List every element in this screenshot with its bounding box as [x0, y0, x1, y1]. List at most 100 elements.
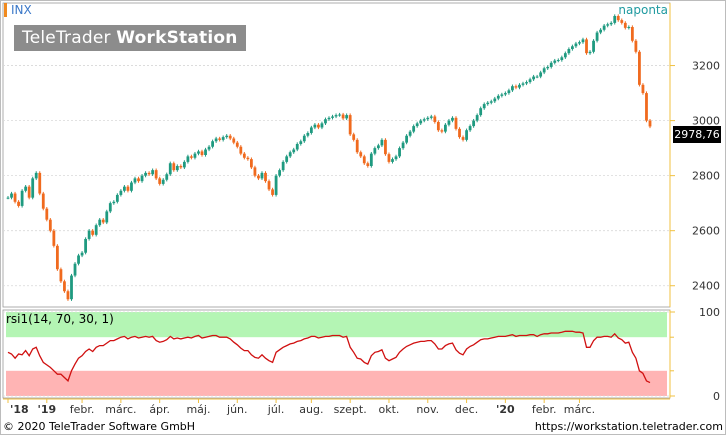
candle-body	[362, 156, 366, 164]
rsi-y-axis: 100 0	[670, 306, 720, 403]
candle-body	[320, 123, 324, 128]
candle-body	[299, 141, 303, 144]
source-url[interactable]: https://workstation.teletrader.com	[534, 420, 723, 433]
candle-body	[27, 186, 31, 198]
rsi-tick-label: 100	[699, 306, 720, 319]
candle-body	[401, 142, 405, 149]
candle-body	[249, 159, 253, 168]
candle-body	[80, 252, 84, 256]
candle-body	[327, 117, 331, 120]
candle-body	[405, 135, 409, 143]
price-tick-label: 3000	[692, 115, 720, 128]
candle-body	[514, 86, 518, 88]
candle-body	[253, 167, 257, 176]
rsi-tick-label: 0	[713, 390, 720, 403]
candle-body	[126, 186, 130, 191]
price-gridlines	[3, 65, 670, 287]
candle-body	[585, 39, 588, 54]
candle-body	[570, 46, 574, 50]
candle-body	[493, 98, 497, 102]
candle-body	[285, 156, 289, 162]
candle-body	[38, 172, 42, 194]
candle-body	[394, 156, 398, 160]
watermark-text: TeleTrader	[22, 28, 117, 48]
candle-body	[130, 182, 133, 191]
candle-body	[507, 90, 511, 94]
candle-body	[140, 175, 144, 182]
price-candles	[6, 14, 652, 301]
candle-body	[525, 82, 528, 84]
candle-body	[59, 269, 63, 282]
candle-body	[422, 119, 426, 121]
candle-body	[288, 152, 292, 157]
candle-body	[447, 120, 451, 125]
candle-body	[91, 230, 95, 235]
candle-body	[472, 120, 476, 127]
candle-body	[70, 275, 73, 300]
candle-body	[359, 152, 363, 157]
time-x-axis: '18 '19 febr. márc. ápr. máj. jún. júl. aug. szep…	[3, 398, 670, 416]
candle-body	[384, 139, 387, 155]
price-tick-label: 3200	[692, 60, 720, 73]
x-tick-label: dec.	[455, 403, 478, 416]
x-tick-label: aug.	[299, 403, 323, 416]
candle-body	[161, 179, 165, 184]
candle-body	[345, 115, 349, 119]
candle-body	[225, 135, 229, 138]
candle-body	[630, 27, 634, 41]
candle-body	[609, 22, 613, 25]
candle-body	[211, 141, 214, 147]
candle-body	[271, 189, 274, 195]
candle-body	[123, 186, 126, 191]
candle-body	[186, 156, 190, 162]
candle-body	[623, 22, 627, 28]
candle-body	[451, 117, 454, 121]
candle-body	[627, 27, 631, 29]
candle-body	[295, 143, 299, 150]
candle-body	[511, 86, 514, 91]
x-tick-label: márc.	[105, 403, 136, 416]
symbol-label[interactable]: INX	[4, 3, 32, 17]
candle-body	[105, 211, 109, 223]
candle-body	[175, 166, 179, 171]
candle-body	[94, 225, 98, 235]
candle-body	[6, 197, 10, 199]
candle-body	[218, 138, 222, 140]
candle-body	[376, 145, 380, 149]
candle-body	[52, 230, 56, 246]
rsi-plot[interactable]: 100 0	[2, 306, 720, 403]
candle-body	[454, 117, 458, 129]
oversold-zone	[6, 370, 667, 396]
candle-body	[98, 219, 102, 226]
x-tick-label: '20	[496, 403, 515, 416]
candle-body	[151, 170, 155, 175]
last-price-tag: 2978,76	[673, 126, 721, 143]
x-tick-label: '19	[37, 403, 56, 416]
candle-body	[468, 126, 472, 131]
candle-body	[461, 137, 465, 140]
candle-body	[486, 102, 490, 105]
candle-body	[638, 51, 641, 85]
candle-body	[556, 60, 560, 62]
candle-body	[324, 119, 327, 124]
rsi-line	[7, 330, 651, 384]
candle-body	[137, 178, 140, 182]
period-label[interactable]: naponta	[618, 3, 668, 17]
candle-body	[260, 172, 264, 179]
candle-body	[380, 139, 384, 146]
candle-body	[588, 51, 592, 54]
candle-body	[542, 68, 546, 73]
candle-body	[592, 40, 595, 52]
candle-body	[433, 116, 437, 122]
candle-body	[154, 170, 158, 179]
price-plot[interactable]: 3200 3000 2800 2600 2400	[2, 2, 720, 308]
x-tick-label: ápr.	[149, 403, 170, 416]
candle-body	[648, 120, 652, 127]
candle-body	[87, 230, 91, 239]
candle-body	[228, 135, 232, 139]
x-tick-label: okt.	[379, 403, 400, 416]
rsi-indicator-label[interactable]: rsi1(14, 70, 30, 1)	[6, 312, 114, 326]
candle-body	[489, 101, 493, 103]
candle-body	[267, 181, 271, 190]
